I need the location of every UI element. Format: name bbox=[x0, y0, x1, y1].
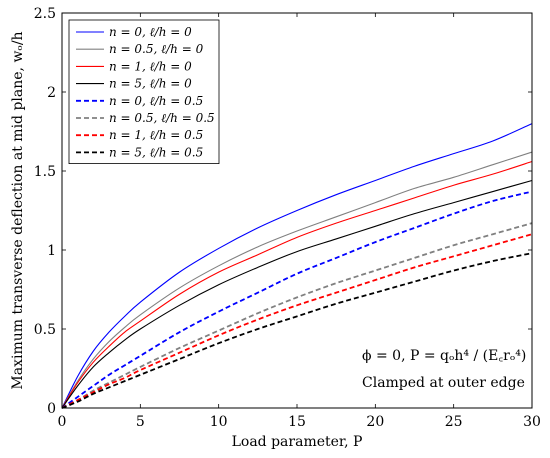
series-line-7 bbox=[61, 252, 533, 409]
y-tick-label: 1 bbox=[47, 243, 56, 259]
series-group bbox=[61, 123, 533, 409]
y-tick-label: 2.5 bbox=[34, 6, 56, 22]
annotation-boundary: Clamped at outer edge bbox=[362, 375, 525, 391]
plot-frame bbox=[61, 12, 533, 409]
legend-label-3: n = 5, ℓ/h = 0 bbox=[109, 77, 192, 91]
series-line-1 bbox=[61, 151, 533, 409]
x-tick-label: 30 bbox=[523, 414, 541, 430]
annotation-formula: ϕ = 0, P = qₒh⁴ / (E꜀rₒ⁴) bbox=[362, 348, 526, 364]
x-axis-label: Load parameter, P bbox=[232, 434, 363, 450]
legend-label-0: n = 0, ℓ/h = 0 bbox=[109, 25, 192, 39]
x-tick-label: 20 bbox=[366, 414, 384, 430]
chart-annotation: ϕ = 0, P = qₒh⁴ / (E꜀rₒ⁴) Clamped at out… bbox=[362, 348, 526, 391]
legend-label-7: n = 5, ℓ/h = 0.5 bbox=[109, 145, 203, 159]
legend-label-6: n = 1, ℓ/h = 0.5 bbox=[109, 128, 203, 142]
legend-label-2: n = 1, ℓ/h = 0 bbox=[109, 59, 192, 73]
legend-box bbox=[68, 19, 220, 165]
series-line-3 bbox=[61, 179, 533, 409]
y-tick-label: 2 bbox=[47, 85, 56, 101]
x-tick-label: 10 bbox=[210, 414, 228, 430]
x-tick-label: 25 bbox=[445, 414, 463, 430]
series-line-4 bbox=[61, 190, 533, 409]
x-tick-label: 0 bbox=[58, 414, 67, 430]
y-tick-label: 0 bbox=[47, 401, 56, 417]
legend-label-1: n = 0.5, ℓ/h = 0 bbox=[109, 42, 204, 56]
legend: n = 0, ℓ/h = 0 n = 0.5, ℓ/h = 0 n = 1, ℓ/h… bbox=[68, 19, 220, 165]
series-line-6 bbox=[61, 233, 533, 409]
legend-label-5: n = 0.5, ℓ/h = 0.5 bbox=[109, 111, 215, 125]
y-axis-label: Maximum transverse deflection at mid pla… bbox=[10, 31, 26, 389]
series-line-0 bbox=[61, 123, 533, 409]
series-line-5 bbox=[61, 222, 533, 409]
x-tick-label: 5 bbox=[136, 414, 145, 430]
y-tick-label: 1.5 bbox=[34, 164, 56, 180]
series-line-2 bbox=[61, 160, 533, 409]
axis-ticks: 0 5 10 15 20 25 30 0 0.5 1 1.5 2 2.5 bbox=[34, 6, 541, 430]
y-tick-label: 0.5 bbox=[34, 322, 56, 338]
x-tick-label: 15 bbox=[288, 414, 306, 430]
legend-label-4: n = 0, ℓ/h = 0.5 bbox=[109, 94, 203, 108]
